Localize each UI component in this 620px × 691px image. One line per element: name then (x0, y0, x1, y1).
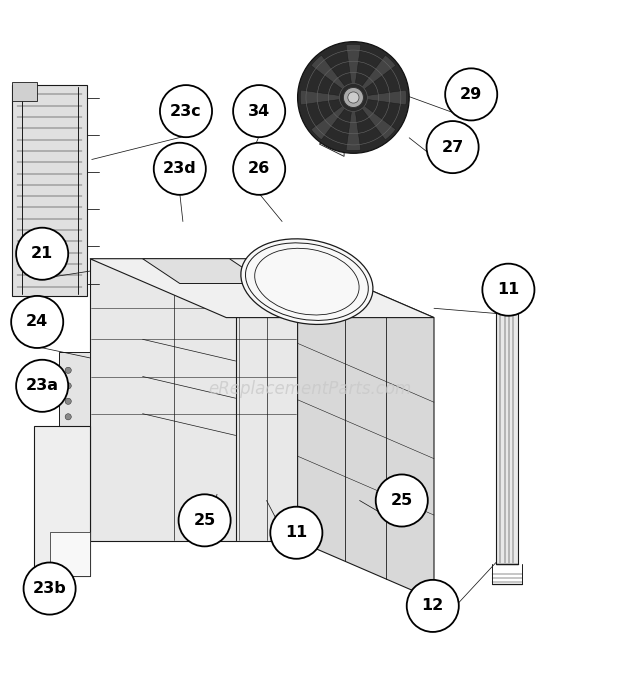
Circle shape (445, 68, 497, 120)
Ellipse shape (241, 239, 373, 325)
Circle shape (427, 121, 479, 173)
Text: eReplacementParts.com: eReplacementParts.com (208, 380, 412, 398)
Circle shape (160, 85, 212, 138)
Text: 27: 27 (441, 140, 464, 155)
Polygon shape (50, 531, 90, 576)
Text: 25: 25 (193, 513, 216, 528)
Polygon shape (12, 85, 87, 296)
Wedge shape (346, 44, 361, 84)
Polygon shape (90, 258, 434, 318)
Text: 25: 25 (391, 493, 413, 508)
Wedge shape (300, 90, 340, 105)
Text: 23d: 23d (163, 161, 197, 176)
Circle shape (376, 475, 428, 527)
Circle shape (270, 507, 322, 559)
Polygon shape (12, 82, 37, 101)
Circle shape (179, 494, 231, 547)
Wedge shape (346, 111, 361, 151)
Text: 23c: 23c (170, 104, 202, 119)
Polygon shape (496, 312, 518, 564)
Circle shape (407, 580, 459, 632)
Text: 34: 34 (248, 104, 270, 119)
Polygon shape (143, 258, 267, 283)
Text: 29: 29 (460, 87, 482, 102)
Text: 24: 24 (26, 314, 48, 330)
Circle shape (65, 383, 71, 389)
Wedge shape (362, 106, 396, 140)
Circle shape (16, 360, 68, 412)
Wedge shape (311, 106, 345, 140)
Circle shape (348, 92, 359, 103)
Text: 12: 12 (422, 598, 444, 614)
Circle shape (65, 367, 71, 373)
Circle shape (16, 228, 68, 280)
Wedge shape (311, 55, 345, 89)
Circle shape (65, 414, 71, 420)
Text: 11: 11 (497, 282, 520, 297)
Circle shape (65, 398, 71, 404)
Wedge shape (367, 90, 407, 105)
Text: 11: 11 (285, 525, 308, 540)
Polygon shape (34, 426, 90, 576)
Text: 21: 21 (31, 246, 53, 261)
Text: 26: 26 (248, 161, 270, 176)
Polygon shape (298, 258, 434, 600)
Circle shape (154, 143, 206, 195)
Circle shape (233, 85, 285, 138)
Circle shape (233, 143, 285, 195)
Circle shape (11, 296, 63, 348)
Polygon shape (59, 352, 90, 433)
Circle shape (343, 88, 363, 108)
Circle shape (482, 264, 534, 316)
Circle shape (298, 41, 409, 153)
Polygon shape (90, 258, 298, 541)
Text: 23a: 23a (25, 378, 59, 393)
Text: 23b: 23b (33, 581, 66, 596)
Wedge shape (362, 55, 396, 89)
Circle shape (24, 562, 76, 614)
Polygon shape (319, 131, 344, 156)
